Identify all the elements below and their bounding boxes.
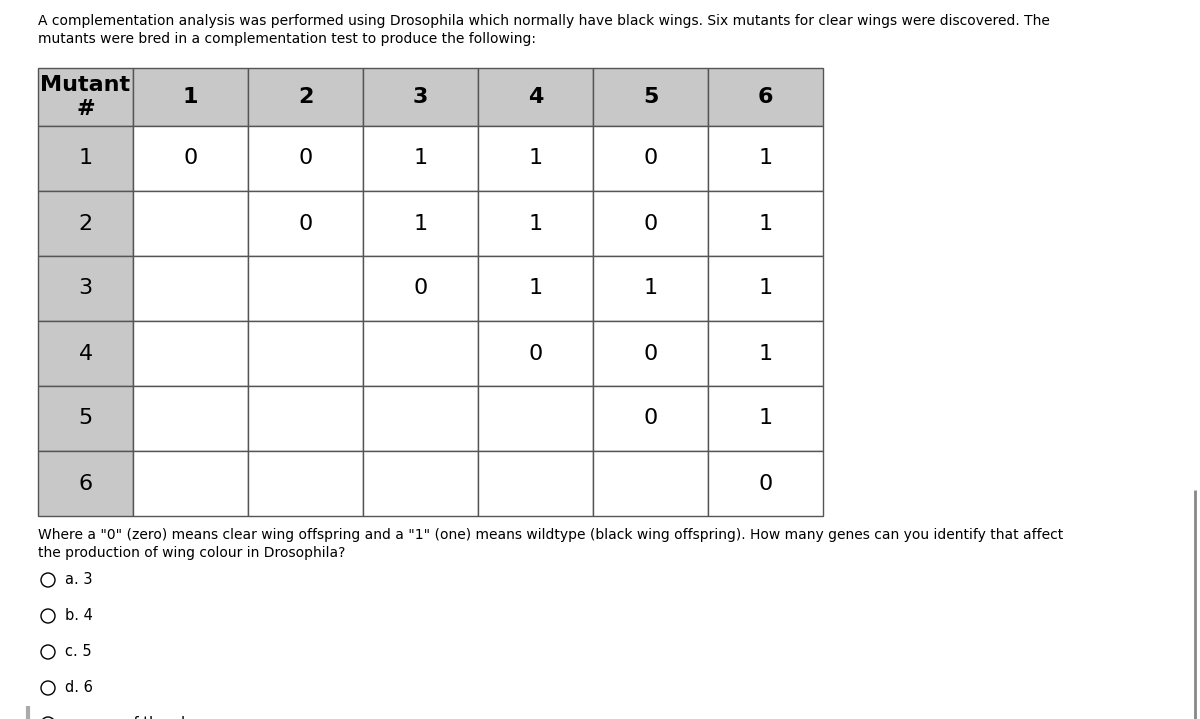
- Text: d. 6: d. 6: [65, 680, 92, 695]
- Bar: [38, 386, 133, 451]
- Text: 6: 6: [757, 87, 773, 107]
- Bar: [248, 256, 364, 321]
- Bar: [478, 321, 593, 386]
- Text: b. 4: b. 4: [65, 608, 92, 623]
- Bar: [248, 451, 364, 516]
- Text: 1: 1: [758, 344, 773, 364]
- Bar: [593, 386, 708, 451]
- Bar: [133, 126, 248, 191]
- Text: 1: 1: [528, 278, 542, 298]
- Bar: [38, 451, 133, 516]
- Bar: [708, 386, 823, 451]
- Text: 0: 0: [643, 408, 658, 429]
- Bar: [593, 68, 708, 126]
- Text: 5: 5: [78, 408, 92, 429]
- Bar: [38, 68, 133, 126]
- Text: 2: 2: [78, 214, 92, 234]
- Bar: [248, 126, 364, 191]
- Text: Where a "0" (zero) means clear wing offspring and a "1" (one) means wildtype (bl: Where a "0" (zero) means clear wing offs…: [38, 528, 1063, 560]
- Text: 1: 1: [182, 87, 198, 107]
- Bar: [364, 321, 478, 386]
- Circle shape: [41, 609, 55, 623]
- Bar: [248, 68, 364, 126]
- Bar: [364, 256, 478, 321]
- Text: 3: 3: [413, 87, 428, 107]
- Text: 0: 0: [299, 214, 313, 234]
- Bar: [133, 191, 248, 256]
- Text: 0: 0: [643, 149, 658, 168]
- Text: 1: 1: [78, 149, 92, 168]
- Bar: [364, 191, 478, 256]
- Bar: [38, 126, 133, 191]
- Text: 1: 1: [643, 278, 658, 298]
- Bar: [593, 321, 708, 386]
- Bar: [133, 321, 248, 386]
- Bar: [248, 191, 364, 256]
- Bar: [364, 68, 478, 126]
- Bar: [708, 321, 823, 386]
- Text: 6: 6: [78, 474, 92, 493]
- Circle shape: [41, 573, 55, 587]
- Bar: [133, 386, 248, 451]
- Bar: [708, 191, 823, 256]
- Bar: [133, 256, 248, 321]
- Text: 5: 5: [643, 87, 658, 107]
- Text: 1: 1: [414, 214, 427, 234]
- Bar: [38, 256, 133, 321]
- Bar: [38, 321, 133, 386]
- Bar: [708, 68, 823, 126]
- Circle shape: [41, 681, 55, 695]
- Text: 1: 1: [414, 149, 427, 168]
- Text: 0: 0: [643, 214, 658, 234]
- Text: 1: 1: [528, 214, 542, 234]
- Text: 4: 4: [78, 344, 92, 364]
- Bar: [478, 256, 593, 321]
- Bar: [478, 68, 593, 126]
- Bar: [478, 126, 593, 191]
- Text: 0: 0: [413, 278, 427, 298]
- Bar: [593, 126, 708, 191]
- Text: 0: 0: [184, 149, 198, 168]
- Bar: [478, 451, 593, 516]
- Text: 0: 0: [643, 344, 658, 364]
- Bar: [593, 256, 708, 321]
- Bar: [133, 451, 248, 516]
- Text: c. 5: c. 5: [65, 644, 91, 659]
- Text: 1: 1: [758, 149, 773, 168]
- Text: A complementation analysis was performed using Drosophila which normally have bl: A complementation analysis was performed…: [38, 14, 1050, 47]
- Text: 4: 4: [528, 87, 544, 107]
- Text: 1: 1: [758, 278, 773, 298]
- Text: 3: 3: [78, 278, 92, 298]
- Text: 0: 0: [528, 344, 542, 364]
- Text: Mutant
#: Mutant #: [41, 75, 131, 119]
- Text: a. 3: a. 3: [65, 572, 92, 587]
- Bar: [133, 68, 248, 126]
- Text: 1: 1: [758, 408, 773, 429]
- Bar: [708, 256, 823, 321]
- Circle shape: [41, 645, 55, 659]
- Text: 1: 1: [528, 149, 542, 168]
- Bar: [708, 126, 823, 191]
- Bar: [478, 191, 593, 256]
- Bar: [38, 191, 133, 256]
- Bar: [248, 321, 364, 386]
- Bar: [593, 451, 708, 516]
- Bar: [364, 386, 478, 451]
- Text: e. none of the above: e. none of the above: [65, 717, 217, 719]
- Circle shape: [41, 717, 55, 719]
- Bar: [478, 386, 593, 451]
- Bar: [708, 451, 823, 516]
- Bar: [248, 386, 364, 451]
- Bar: [364, 126, 478, 191]
- Bar: [364, 451, 478, 516]
- Bar: [593, 191, 708, 256]
- Text: 0: 0: [758, 474, 773, 493]
- Text: 0: 0: [299, 149, 313, 168]
- Text: 1: 1: [758, 214, 773, 234]
- Text: 2: 2: [298, 87, 313, 107]
